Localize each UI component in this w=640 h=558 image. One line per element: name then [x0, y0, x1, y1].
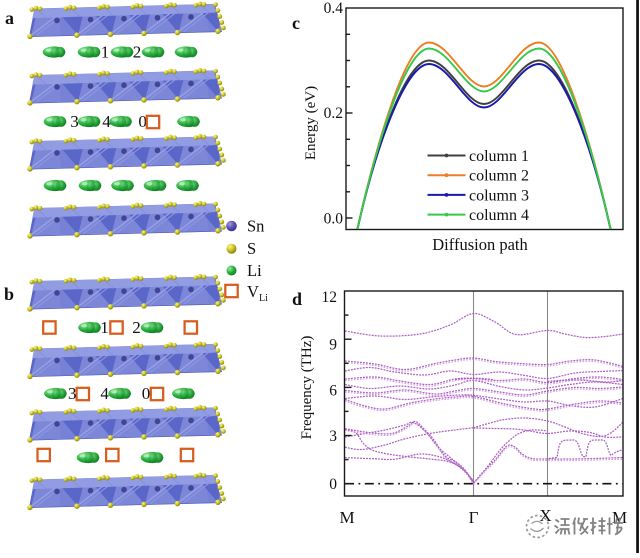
svg-text:0.2: 0.2 — [324, 105, 343, 122]
svg-text:c: c — [292, 13, 300, 33]
svg-text:2: 2 — [132, 318, 141, 337]
svg-text:S: S — [247, 239, 256, 258]
svg-text:Γ: Γ — [469, 508, 479, 527]
svg-text:Energy (eV): Energy (eV) — [303, 86, 319, 160]
svg-text:column 1: column 1 — [469, 148, 529, 165]
svg-text:V: V — [247, 282, 259, 301]
svg-text:Frequency (THz): Frequency (THz) — [299, 336, 315, 440]
svg-text:1: 1 — [101, 43, 110, 62]
svg-text:Li: Li — [259, 293, 268, 304]
svg-text:Sn: Sn — [247, 217, 264, 236]
svg-text:M: M — [339, 508, 354, 527]
svg-text:X: X — [539, 506, 551, 525]
svg-text:9: 9 — [329, 337, 337, 354]
svg-text:a: a — [5, 8, 14, 28]
svg-text:0.4: 0.4 — [324, 0, 344, 17]
svg-text:column 4: column 4 — [469, 207, 529, 224]
svg-text:0: 0 — [329, 476, 337, 493]
svg-text:4: 4 — [102, 112, 111, 131]
svg-text:3: 3 — [68, 384, 77, 403]
svg-text:12: 12 — [322, 289, 338, 306]
svg-text:4: 4 — [100, 384, 109, 403]
svg-text:Diffusion path: Diffusion path — [432, 235, 528, 254]
svg-text:d: d — [292, 289, 302, 309]
svg-text:0: 0 — [138, 112, 147, 131]
svg-text:6: 6 — [329, 383, 337, 400]
svg-text:3: 3 — [70, 112, 79, 131]
svg-text:0.0: 0.0 — [324, 210, 344, 227]
svg-text:Li: Li — [247, 261, 262, 280]
svg-text:0: 0 — [142, 384, 151, 403]
svg-text:1: 1 — [100, 318, 109, 337]
svg-text:column 2: column 2 — [469, 168, 529, 185]
svg-text:2: 2 — [133, 43, 142, 62]
svg-text:3: 3 — [329, 428, 337, 445]
svg-text:column 3: column 3 — [469, 187, 529, 204]
svg-text:b: b — [4, 284, 14, 304]
